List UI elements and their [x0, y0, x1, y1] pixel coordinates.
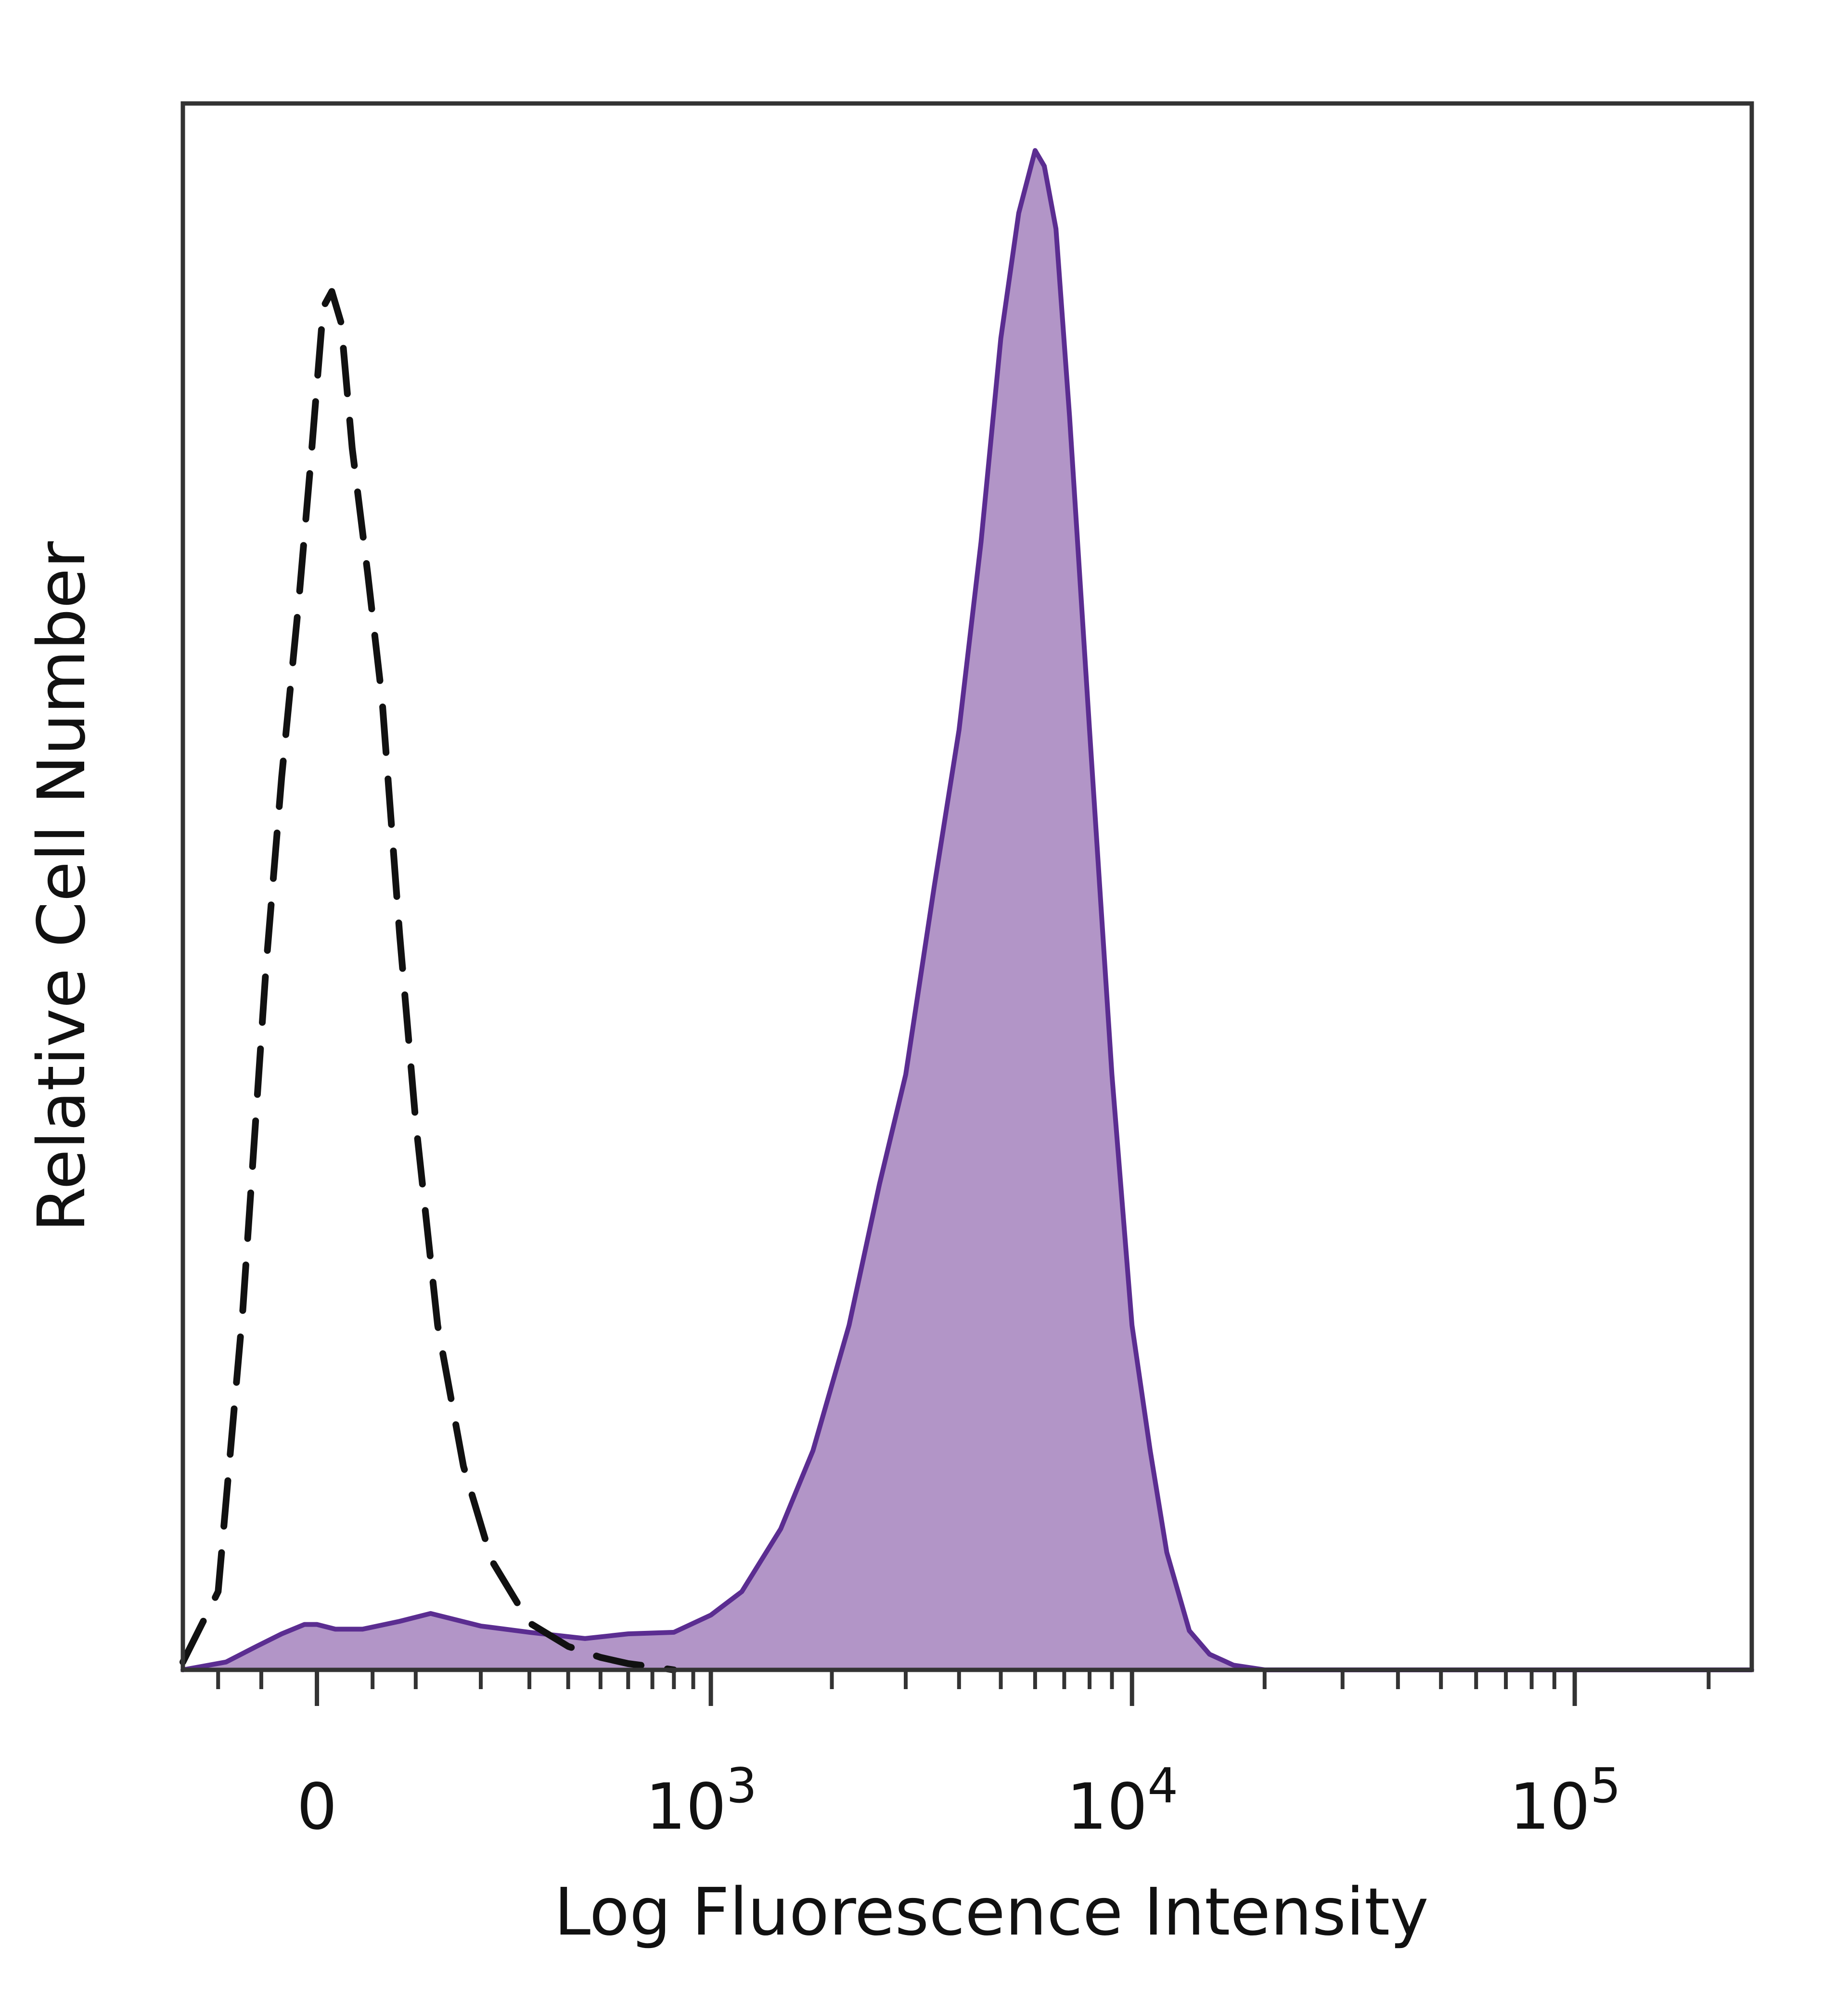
series-1-line: [180, 148, 1754, 1672]
x-axis-label: Log Fluorescence Intensity: [554, 1874, 1428, 1950]
x-tick-exponent: 5: [1590, 1757, 1621, 1814]
series-1-fill: [183, 150, 1752, 1670]
plot-frame: [180, 101, 1754, 1672]
series-0-line: [180, 288, 678, 1673]
x-tick-label: 0: [297, 1770, 337, 1844]
x-tick-exponent: 3: [726, 1757, 757, 1814]
x-tick-exponent: 4: [1147, 1757, 1178, 1814]
y-axis-label: Relative Cell Number: [24, 541, 100, 1232]
x-axis-ticks: [216, 1670, 1711, 1706]
plot-area: [180, 148, 1754, 1673]
